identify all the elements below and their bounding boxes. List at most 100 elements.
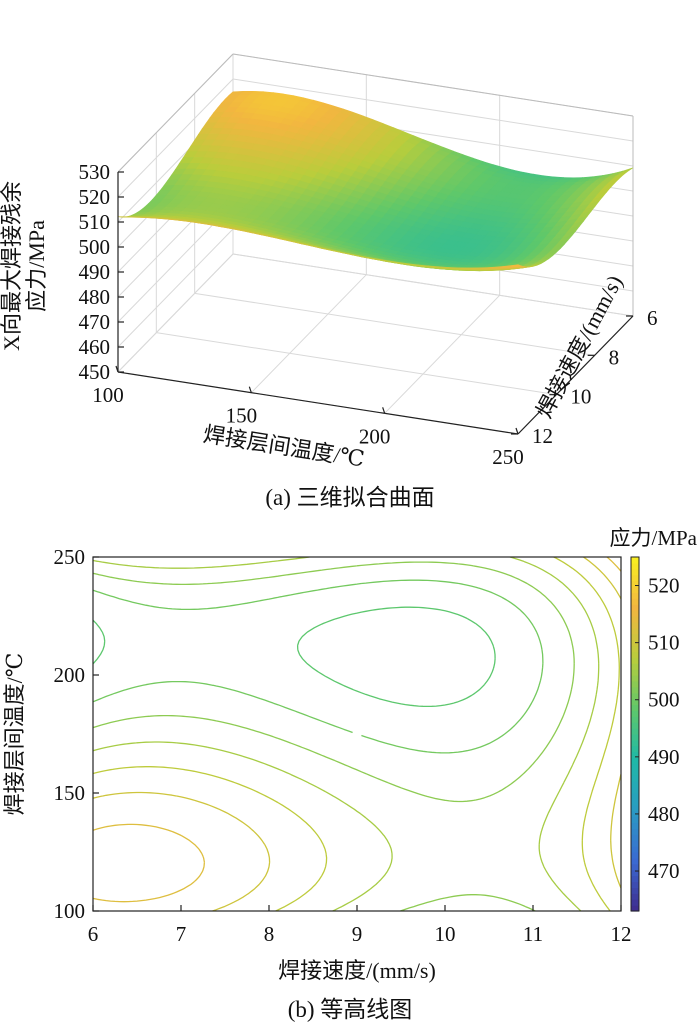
colorbar-frame xyxy=(630,556,640,912)
colorbar-segment xyxy=(631,621,639,629)
colorbar-segment xyxy=(631,869,639,877)
colorbar-segment xyxy=(631,846,639,853)
y-tick-label: 6 xyxy=(647,306,658,330)
surface-cell xyxy=(117,216,132,218)
colorbar-segment xyxy=(631,580,639,588)
z-axis-title-line1: X向最大焊接残余 xyxy=(0,181,24,351)
gridline xyxy=(117,228,234,348)
colorbar-segment xyxy=(631,616,639,623)
surface xyxy=(117,90,634,272)
x-tick-label: 9 xyxy=(352,922,363,946)
y-tick-label: 12 xyxy=(532,424,553,448)
z-tick-label: 470 xyxy=(79,310,111,334)
y-tick-label: 150 xyxy=(54,781,86,805)
gridline xyxy=(117,78,234,198)
colorbar-segment xyxy=(631,574,639,582)
colorbar-segment xyxy=(631,663,639,670)
colorbar-segment xyxy=(631,769,639,776)
x-tick-label: 250 xyxy=(492,445,524,469)
contour-line xyxy=(93,557,621,911)
box-edge xyxy=(117,53,234,173)
colorbar-tick-label: 520 xyxy=(648,574,680,598)
colorbar-segment xyxy=(631,716,639,723)
contour-plot-panel: 6 7 8 9 10 11 12 100 150 200 250 焊接速度/(mm/s) 焊接层间温度/… xyxy=(2,526,698,983)
z-axis-title-line2: 应力/MPa xyxy=(24,220,49,312)
y-tick-label: 200 xyxy=(54,663,86,687)
colorbar-segment xyxy=(631,645,639,652)
colorbar-segment xyxy=(631,610,639,617)
colorbar-segment xyxy=(631,686,639,694)
colorbar-segment xyxy=(631,704,639,711)
colorbar-segment xyxy=(631,863,639,871)
z-tick-label: 520 xyxy=(79,185,111,209)
colorbar-tick-label: 510 xyxy=(648,631,680,655)
x-tick-label: 12 xyxy=(611,922,632,946)
colorbar-segment xyxy=(631,651,639,658)
colorbar-segment xyxy=(631,881,639,888)
z-tick-label: 500 xyxy=(79,235,111,259)
colorbar-segment xyxy=(631,675,639,682)
plot-frame xyxy=(92,556,622,912)
colorbar-tick-label: 490 xyxy=(648,745,680,769)
colorbar-segment xyxy=(631,586,639,593)
colorbar-segment xyxy=(631,887,639,894)
colorbar-segment xyxy=(631,787,639,794)
colorbar-segment xyxy=(631,775,639,782)
colorbar-segment xyxy=(631,745,639,753)
x-tick-label: 6 xyxy=(88,922,99,946)
contour-line xyxy=(93,579,544,754)
z-tick-label: 490 xyxy=(79,260,111,284)
colorbar-segment xyxy=(631,840,639,847)
z-tick-label: 480 xyxy=(79,285,111,309)
colorbar-segment xyxy=(631,822,639,829)
colorbar-segment xyxy=(631,669,639,676)
colorbar-segment xyxy=(631,857,639,865)
colorbar-tick-label: 500 xyxy=(648,688,680,712)
colorbar-segment xyxy=(631,722,639,729)
gridline xyxy=(232,78,634,142)
colorbar-segment xyxy=(631,598,639,605)
gridline xyxy=(117,253,234,373)
x-tick xyxy=(515,427,519,435)
colorbar-segment xyxy=(631,734,639,741)
colorbar-segment xyxy=(631,657,639,664)
contour-lines xyxy=(93,557,621,911)
x-tick-label: 10 xyxy=(435,922,456,946)
colorbar-segment xyxy=(631,604,639,611)
contour-line xyxy=(93,557,621,903)
colorbar-segment xyxy=(631,568,639,576)
z-tick-label: 530 xyxy=(79,160,111,184)
colorbar-segment xyxy=(631,893,639,900)
y-tick-label: 8 xyxy=(609,345,620,369)
x-tick xyxy=(248,386,252,393)
colorbar-segment xyxy=(631,710,639,717)
colorbar-tick-label: 470 xyxy=(648,859,680,883)
box-edge xyxy=(232,53,634,117)
y-tick-label: 100 xyxy=(54,899,86,923)
colorbar-segment xyxy=(631,834,639,841)
colorbar-segment xyxy=(631,633,639,641)
x-axis-title: 焊接速度/(mm/s) xyxy=(278,958,436,983)
colorbar-segment xyxy=(631,557,639,564)
caption-b: (b) 等高线图 xyxy=(287,997,413,1022)
y-axis-title: 焊接层间温度/℃ xyxy=(2,653,27,816)
x-tick-label: 7 xyxy=(176,922,187,946)
colorbar-segment xyxy=(631,793,639,800)
colorbar-segment xyxy=(631,905,639,912)
y-tick-label: 10 xyxy=(570,385,591,409)
gridline xyxy=(156,332,557,396)
colorbar-segment xyxy=(631,592,639,599)
y-axis-line xyxy=(517,315,634,435)
caption-a: (a) 三维拟合曲面 xyxy=(265,485,435,510)
z-tick-label: 510 xyxy=(79,210,111,234)
colorbar-segment xyxy=(631,562,639,570)
figure: 4504604704804905005105205301001502002506… xyxy=(0,53,698,983)
x-tick xyxy=(382,407,386,414)
gridline xyxy=(194,292,595,356)
colorbar-title: 应力/MPa xyxy=(609,526,697,550)
colorbar-segment xyxy=(631,680,639,688)
colorbar-segment xyxy=(631,798,639,806)
y-tick-label: 250 xyxy=(54,545,86,569)
x-tick xyxy=(115,365,119,373)
